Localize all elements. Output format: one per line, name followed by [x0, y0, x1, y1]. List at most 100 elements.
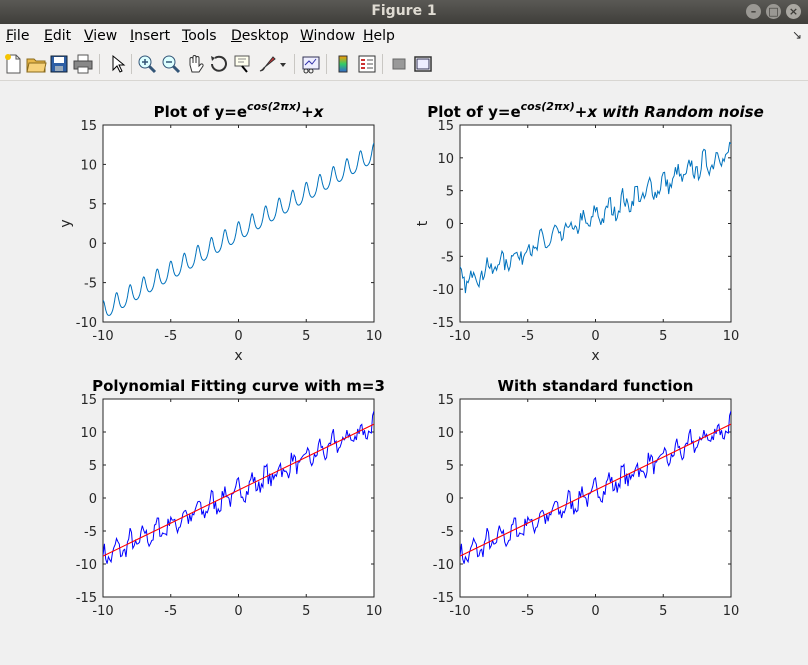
toolbar-separator [294, 54, 295, 74]
y-tick-label: 15 [80, 393, 97, 408]
y-tick-label: 5 [89, 459, 97, 474]
menu-help[interactable]: Help [363, 28, 395, 44]
menu-desktop[interactable]: Desktop [231, 28, 289, 44]
x-tick-label: -10 [449, 329, 470, 344]
axes-box [459, 398, 732, 598]
toolbar-separator [382, 54, 383, 74]
x-tick-label: 0 [591, 329, 599, 344]
window-titlebar: – □ × Figure 1 [0, 0, 808, 24]
x-tick-label: 10 [366, 604, 383, 619]
y-axis-label: t [415, 220, 431, 226]
y-tick-label: 15 [80, 119, 97, 134]
menu-tools-label: ools [188, 28, 217, 44]
toolbar-separator [131, 54, 132, 74]
insert-legend-icon[interactable] [356, 53, 378, 75]
y-tick-label: 15 [437, 393, 454, 408]
menu-help-accel: H [363, 28, 374, 44]
menu-insert-accel: I [130, 28, 135, 44]
x-tick-label: 10 [366, 329, 383, 344]
y-tick-label: -5 [441, 525, 454, 540]
y-tick-label: 15 [437, 119, 454, 134]
menu-insert[interactable]: Insert [130, 28, 170, 44]
x-tick-label: 0 [234, 604, 242, 619]
data-cursor-icon[interactable] [232, 53, 254, 75]
menu-help-label: elp [373, 28, 395, 44]
menu-edit-label: dit [52, 28, 72, 44]
menu-window[interactable]: Window [300, 28, 355, 44]
menu-view-label: iew [93, 28, 118, 44]
rotate-3d-icon[interactable] [208, 53, 230, 75]
y-tick-label: 10 [437, 426, 454, 441]
x-tick-label: -10 [449, 604, 470, 619]
menu-tools[interactable]: Tools [182, 28, 217, 44]
menu-view[interactable]: View [84, 28, 117, 44]
chart-title: With standard function [498, 377, 694, 395]
pan-hand-icon[interactable] [184, 53, 206, 75]
y-tick-label: 0 [89, 492, 97, 507]
y-tick-label: 5 [89, 198, 97, 213]
data-series-line [460, 141, 731, 294]
x-tick-label: -5 [164, 604, 177, 619]
minimize-icon[interactable]: – [746, 4, 761, 19]
undock-arrow-icon[interactable]: ↘ [791, 28, 802, 42]
chart-title: Plot of y=ecos(2πx)+x with Random noise [427, 100, 764, 121]
y-tick-label: -15 [433, 591, 454, 606]
axes-box [102, 398, 375, 598]
axes-box [102, 124, 375, 323]
new-figure-icon[interactable] [2, 53, 24, 75]
y-tick-label: -15 [433, 316, 454, 331]
y-tick-label: -15 [76, 591, 97, 606]
x-tick-label: 10 [723, 604, 740, 619]
x-tick-label: -10 [92, 604, 113, 619]
zoom-out-icon[interactable] [160, 53, 182, 75]
chart-title-prefix: Plot of y=e [154, 103, 247, 121]
x-tick-label: 10 [723, 329, 740, 344]
close-icon[interactable]: × [786, 4, 801, 19]
brush-icon[interactable] [256, 53, 278, 75]
menu-file-label: ile [13, 28, 30, 44]
menu-view-accel: V [84, 28, 94, 44]
y-tick-label: 10 [80, 426, 97, 441]
link-plot-icon[interactable] [300, 53, 322, 75]
y-axis-label: y [58, 219, 74, 227]
save-icon[interactable] [48, 53, 70, 75]
zoom-in-icon[interactable] [136, 53, 158, 75]
menu-desktop-label: esktop [241, 28, 289, 44]
y-tick-label: 0 [446, 218, 454, 233]
data-series-line [103, 142, 374, 316]
y-tick-label: 5 [446, 459, 454, 474]
insert-colorbar-icon[interactable] [332, 53, 354, 75]
y-tick-label: -5 [441, 250, 454, 265]
y-tick-label: -10 [76, 316, 97, 331]
y-tick-label: 0 [89, 237, 97, 252]
menu-edit[interactable]: Edit [44, 28, 71, 44]
y-tick-label: -10 [433, 558, 454, 573]
x-tick-label: -5 [164, 329, 177, 344]
y-tick-label: 5 [446, 185, 454, 200]
open-file-icon[interactable] [25, 53, 47, 75]
pointer-icon[interactable] [106, 53, 128, 75]
y-tick-label: -5 [84, 277, 97, 292]
data-series-line [103, 410, 374, 564]
print-icon[interactable] [72, 53, 94, 75]
chart-title: Plot of y=ecos(2πx)+x [154, 100, 325, 121]
menu-insert-label: nsert [134, 28, 171, 44]
x-tick-label: 5 [659, 604, 667, 619]
x-tick-label: -5 [521, 604, 534, 619]
show-plot-tools-icon[interactable] [412, 53, 434, 75]
chart-title: Polynomial Fitting curve with m=3 [92, 377, 385, 395]
x-tick-label: 0 [591, 604, 599, 619]
chart-panel-1: -10 -5 0 5 10 -10 -5 0 5 10 15 Plot of y=ecos(2πx)+… [58, 100, 382, 364]
hide-plot-tools-icon[interactable] [388, 53, 410, 75]
maximize-icon[interactable]: □ [766, 4, 781, 19]
brush-dropdown-icon[interactable] [278, 53, 288, 75]
chart-title-prefix: Plot of y=e [427, 103, 520, 121]
menu-file[interactable]: File [6, 28, 29, 44]
menu-desktop-accel: D [231, 28, 242, 44]
x-axis-label: x [234, 348, 242, 364]
menu-bar: File Edit View Insert Tools Desktop Wind… [0, 24, 808, 48]
y-tick-label: -10 [433, 283, 454, 298]
